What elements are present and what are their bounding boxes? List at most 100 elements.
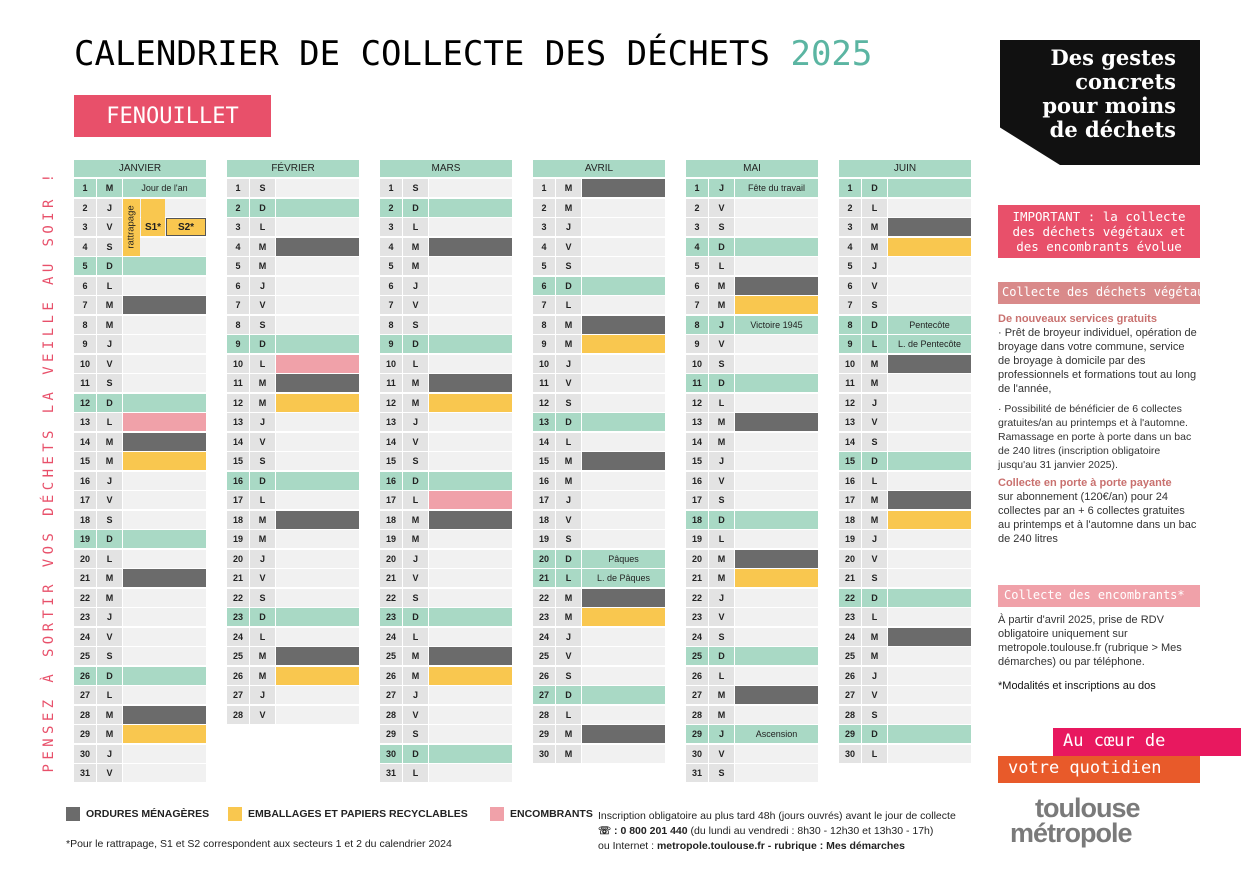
day-number: 8	[74, 315, 96, 334]
day-cell	[735, 237, 818, 256]
day-cell	[123, 276, 206, 295]
day-cell	[429, 257, 512, 275]
day-number: 19	[74, 530, 96, 548]
day-number: 16	[380, 471, 402, 490]
day-number: 12	[533, 393, 555, 412]
day-letter: M	[97, 725, 122, 743]
day-letter: V	[250, 432, 275, 451]
day-letter: M	[556, 452, 581, 470]
day-number: 7	[533, 296, 555, 314]
day-number: 23	[74, 608, 96, 626]
day-number: 28	[227, 705, 249, 724]
title: CALENDRIER DE COLLECTE DES DÉCHETS	[74, 34, 770, 74]
day-cell: Jour de l'an	[123, 179, 206, 197]
day-letter: S	[403, 588, 428, 607]
day-letter: J	[862, 257, 887, 275]
day-cell	[429, 237, 512, 256]
tagline: Au cœur de	[1053, 728, 1241, 756]
day-letter: M	[403, 237, 428, 256]
day-letter: J	[862, 666, 887, 685]
day-letter: L	[709, 393, 734, 412]
day-cell	[888, 354, 971, 373]
title-line: CALENDRIER DE COLLECTE DES DÉCHETS 2025	[74, 34, 872, 74]
day-cell	[888, 549, 971, 568]
day-letter: M	[862, 218, 887, 236]
day-number: 6	[533, 276, 555, 295]
day-letter: V	[556, 647, 581, 665]
day-letter: M	[556, 198, 581, 217]
day-cell	[582, 510, 665, 529]
day-cell	[735, 647, 818, 665]
day-cell	[735, 705, 818, 724]
day-letter: M	[250, 530, 275, 548]
day-cell	[888, 413, 971, 431]
day-cell	[276, 705, 359, 724]
day-number: 14	[380, 432, 402, 451]
day-number: 28	[380, 705, 402, 724]
day-letter: L	[97, 413, 122, 431]
day-number: 6	[227, 276, 249, 295]
day-cell	[582, 471, 665, 490]
day-letter: S	[97, 374, 122, 392]
day-letter: L	[403, 627, 428, 646]
day-letter: S	[403, 179, 428, 197]
day-letter: M	[97, 432, 122, 451]
day-cell	[429, 588, 512, 607]
day-letter: M	[556, 588, 581, 607]
day-letter: M	[403, 647, 428, 665]
day-cell	[429, 335, 512, 353]
day-number: 13	[533, 413, 555, 431]
day-number: 7	[74, 296, 96, 314]
day-cell	[429, 315, 512, 334]
day-number: 14	[686, 432, 708, 451]
heading: De nouveaux services gratuits	[998, 313, 1157, 325]
day-number: 15	[839, 452, 861, 470]
day-number: 11	[533, 374, 555, 392]
day-letter: D	[862, 315, 887, 334]
day-letter: M	[709, 686, 734, 704]
day-letter: J	[862, 530, 887, 548]
day-number: 24	[227, 627, 249, 646]
day-number: 2	[380, 198, 402, 217]
day-letter: V	[403, 705, 428, 724]
day-number: 20	[227, 549, 249, 568]
day-cell	[888, 432, 971, 451]
day-cell	[735, 335, 818, 353]
day-cell	[429, 549, 512, 568]
day-letter: J	[709, 315, 734, 334]
catchup-s2: S2*	[166, 218, 206, 236]
day-number: 7	[686, 296, 708, 314]
day-letter: M	[403, 257, 428, 275]
day-cell	[429, 764, 512, 782]
day-letter: D	[97, 530, 122, 548]
day-number: 18	[74, 510, 96, 529]
day-letter: D	[709, 237, 734, 256]
day-letter: S	[709, 764, 734, 782]
day-cell	[276, 510, 359, 529]
day-letter: V	[709, 198, 734, 217]
day-number: 16	[74, 471, 96, 490]
day-number: 7	[380, 296, 402, 314]
day-letter: S	[403, 452, 428, 470]
day-cell	[123, 647, 206, 665]
day-number: 23	[227, 608, 249, 626]
day-cell	[123, 549, 206, 568]
day-number: 11	[686, 374, 708, 392]
day-cell	[582, 198, 665, 217]
day-number: 11	[380, 374, 402, 392]
day-letter: M	[556, 179, 581, 197]
logo-line: toulouse	[1035, 793, 1140, 823]
day-number: 12	[839, 393, 861, 412]
day-cell	[429, 510, 512, 529]
day-number: 17	[380, 491, 402, 509]
day-letter: L	[250, 218, 275, 236]
day-cell	[276, 335, 359, 353]
day-letter: L	[862, 335, 887, 353]
day-number: 4	[533, 237, 555, 256]
day-cell	[735, 764, 818, 782]
day-number: 11	[839, 374, 861, 392]
day-letter: V	[862, 413, 887, 431]
day-number: 5	[227, 257, 249, 275]
day-letter: M	[709, 276, 734, 295]
day-number: 11	[227, 374, 249, 392]
